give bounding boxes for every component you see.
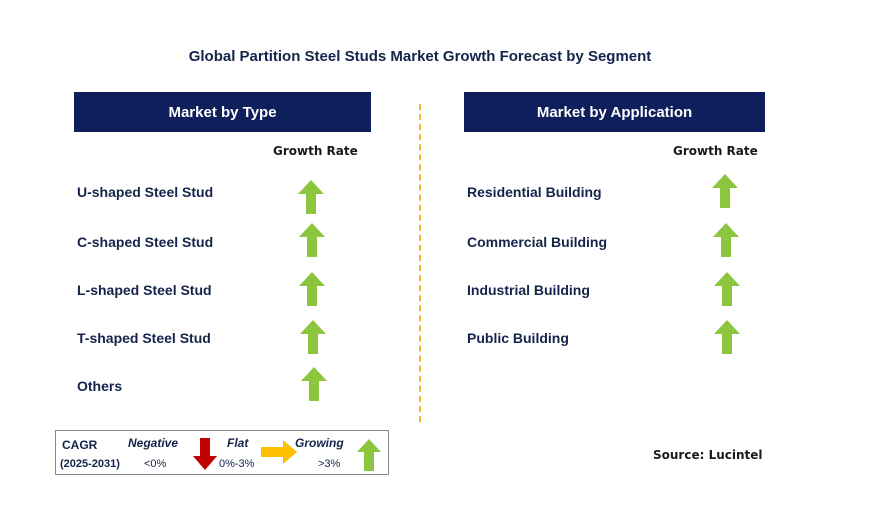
type-row-label: C-shaped Steel Stud <box>77 234 214 250</box>
application-row-label: Residential Building <box>467 184 602 200</box>
legend-growing-range: >3% <box>318 458 341 470</box>
legend-negative-label: Negative <box>128 436 179 450</box>
chart-title: Global Partition Steel Studs Market Grow… <box>188 48 652 65</box>
type-growth-rate-label: Growth Rate <box>273 144 358 158</box>
application-panel-header: Market by Application <box>464 92 765 132</box>
growing-arrow-icon <box>299 272 325 306</box>
growing-arrow-icon <box>301 367 327 401</box>
legend-negative-range: <0% <box>144 458 167 470</box>
legend-growing-label: Growing <box>295 436 344 450</box>
growing-arrow-icon <box>714 272 740 306</box>
legend-flat-range: 0%-3% <box>219 458 255 470</box>
growing-arrow-icon <box>357 439 381 471</box>
type-row-label: Others <box>77 378 123 394</box>
growing-arrow-icon <box>712 174 738 208</box>
application-growth-rate-label: Growth Rate <box>673 144 758 158</box>
legend-flat-label: Flat <box>227 436 249 450</box>
growing-arrow-icon <box>298 180 324 214</box>
growing-arrow-icon <box>299 223 325 257</box>
application-row-label: Public Building <box>467 330 569 346</box>
growing-arrow-icon <box>714 320 740 354</box>
growing-arrow-icon <box>300 320 326 354</box>
legend-cagr-label: CAGR <box>62 438 98 452</box>
type-panel-header: Market by Type <box>74 92 371 132</box>
flat-arrow-icon <box>261 440 297 464</box>
type-row-label: T-shaped Steel Stud <box>77 330 211 346</box>
application-row-label: Industrial Building <box>467 282 590 298</box>
type-row-label: U-shaped Steel Stud <box>77 184 214 200</box>
cagr-legend: CAGR (2025-2031) Negative <0% Flat 0%-3%… <box>55 430 389 475</box>
panel-divider <box>419 104 421 422</box>
legend-period: (2025-2031) <box>60 458 120 470</box>
negative-arrow-icon <box>193 438 217 470</box>
growing-arrow-icon <box>713 223 739 257</box>
application-row-label: Commercial Building <box>467 234 608 250</box>
type-row-label: L-shaped Steel Stud <box>77 282 212 298</box>
source-note: Source: Lucintel <box>653 448 763 462</box>
